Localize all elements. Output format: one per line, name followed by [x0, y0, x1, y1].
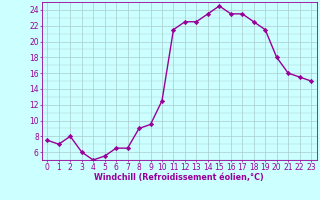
X-axis label: Windchill (Refroidissement éolien,°C): Windchill (Refroidissement éolien,°C): [94, 173, 264, 182]
